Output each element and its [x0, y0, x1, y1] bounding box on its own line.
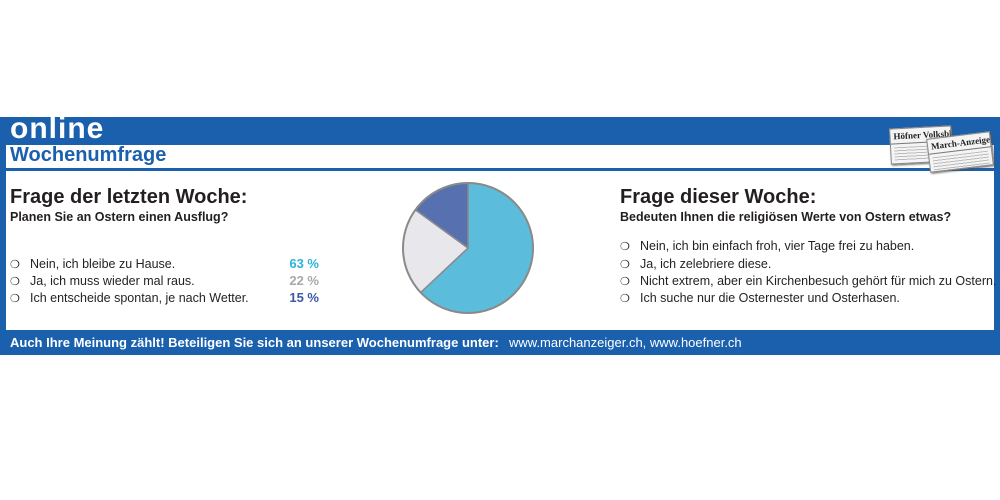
radio-circle-icon: ❍: [10, 276, 20, 288]
results-pie-chart: [402, 182, 534, 314]
radio-circle-icon: ❍: [620, 276, 630, 288]
option-label: Ich suche nur die Osternester und Osterh…: [640, 291, 900, 305]
right-frame-border: [994, 145, 1000, 330]
this-week-heading: Frage dieser Woche:: [620, 186, 817, 208]
option-label: Nicht extrem, aber ein Kirchenbesuch geh…: [640, 274, 997, 288]
last-week-question: Planen Sie an Ostern einen Ausflug?: [10, 210, 229, 224]
newspaper-logo-march: March-Anzeiger: [926, 131, 994, 173]
pie-outline: [402, 182, 534, 314]
last-week-option: ❍ Ja, ich muss wieder mal raus.: [10, 273, 195, 290]
header-title-online: online: [10, 112, 105, 145]
footer-bar: Auch Ihre Meinung zählt! Beteiligen Sie …: [0, 330, 1000, 355]
radio-circle-icon: ❍: [620, 259, 630, 271]
option-label: Ja, ich muss wieder mal raus.: [30, 274, 195, 288]
result-percent-nein: 63 %: [289, 256, 319, 271]
option-label: Ich entscheide spontan, je nach Wetter.: [30, 291, 249, 305]
radio-circle-icon: ❍: [620, 293, 630, 305]
option-label: Ja, ich zelebriere diese.: [640, 257, 772, 271]
result-percent-spontan: 15 %: [289, 290, 319, 305]
option-label: Nein, ich bin einfach froh, vier Tage fr…: [640, 239, 915, 253]
this-week-option: ❍ Nicht extrem, aber ein Kirchenbesuch ge…: [620, 273, 996, 290]
this-week-option: ❍ Nein, ich bin einfach froh, vier Tage f…: [620, 238, 914, 255]
radio-circle-icon: ❍: [10, 259, 20, 271]
option-label: Nein, ich bleibe zu Hause.: [30, 257, 176, 271]
last-week-heading: Frage der letzten Woche:: [10, 186, 248, 208]
footer-urls[interactable]: www.marchanzeiger.ch, www.hoefner.ch: [509, 335, 742, 350]
pie-slices: [402, 182, 534, 314]
this-week-option: ❍ Ja, ich zelebriere diese.: [620, 256, 771, 273]
footer-call-to-action: Auch Ihre Meinung zählt! Beteiligen Sie …: [10, 335, 499, 350]
last-week-option: ❍ Ich entscheide spontan, je nach Wetter.: [10, 290, 249, 307]
last-week-option: ❍ Nein, ich bleibe zu Hause.: [10, 256, 175, 273]
header-divider: [0, 168, 1000, 171]
radio-circle-icon: ❍: [620, 241, 630, 253]
radio-circle-icon: ❍: [10, 293, 20, 305]
this-week-option: ❍ Ich suche nur die Osternester und Oster…: [620, 290, 900, 307]
poll-banner: online Wochenumfrage Höfner Volksblatt M…: [0, 112, 1000, 355]
header-bar: [0, 117, 1000, 145]
this-week-question: Bedeuten Ihnen die religiösen Werte von …: [620, 210, 952, 224]
header-title-week: Wochenumfrage: [10, 144, 167, 166]
result-percent-ja: 22 %: [289, 273, 319, 288]
left-frame-border: [0, 145, 6, 330]
